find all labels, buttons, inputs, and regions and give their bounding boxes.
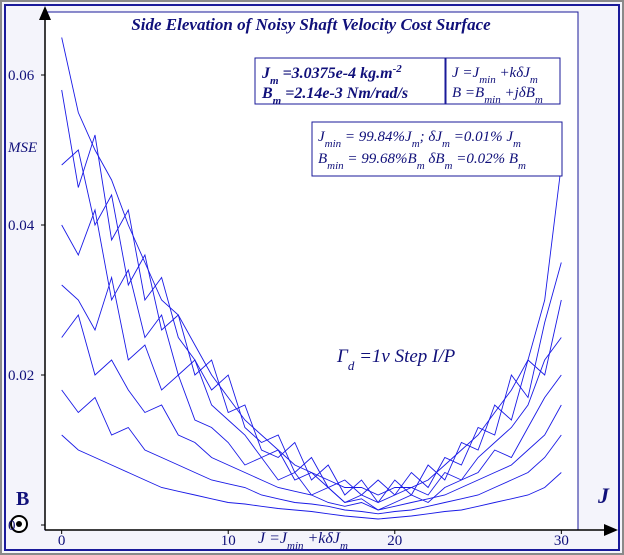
annotation-part: B (318, 151, 327, 167)
annotation-part: m (535, 94, 543, 106)
series-line (61, 313, 562, 511)
chart-title: Side Elevation of Noisy Shaft Velocity C… (131, 15, 491, 34)
annotation-part: = 99.68%B (344, 151, 417, 167)
annotation-box (254, 57, 446, 105)
annotation-part: ; δJ (420, 129, 444, 145)
annotation-text: Γd =1v Step I/P (336, 346, 456, 373)
annotation-part: +kδJ (304, 530, 341, 547)
annotation-text: J =Jmin +kδJm (258, 530, 348, 552)
annotation-text: Jm =3.0375e-4 kg.m-2 (261, 63, 402, 87)
annotation-part: =3.0375e-4 kg.m (279, 65, 393, 82)
annotation-part: m (513, 138, 521, 150)
annotation-part: +jδB (501, 85, 535, 101)
annotation-part: δB (425, 151, 445, 167)
series-line (61, 389, 562, 515)
y-tick-label: 0 (8, 518, 16, 534)
annotation-part: m (412, 138, 420, 150)
annotation-part: min (325, 138, 342, 150)
annotation-text: B =Bmin +jδBm (452, 85, 543, 106)
annotation-part: min (484, 94, 501, 106)
annotation-text: J =Jmin +kδJm (452, 65, 538, 86)
annotation-part: m (442, 138, 450, 150)
series-line (61, 208, 562, 504)
y-axis-label: MSE (7, 140, 37, 156)
annotation-part: min (479, 74, 496, 86)
annotation-text: Bmin = 99.68%Bm δBm =0.02% Bm (318, 151, 526, 172)
annotation-box (311, 121, 563, 177)
annotation-part: min (287, 540, 304, 552)
annotation-part: m (530, 74, 538, 86)
y-axis-arrow (39, 6, 51, 20)
y-tick-label: 0.06 (8, 68, 35, 84)
series-line (61, 89, 562, 496)
annotation-part: m (270, 75, 279, 87)
annotation-part: B (261, 85, 273, 102)
annotation-part: J (261, 65, 271, 82)
annotation-part: -2 (393, 63, 403, 75)
inner-frame (4, 4, 620, 551)
annotation-part: d (348, 358, 355, 373)
x-tick-label: 20 (387, 533, 402, 549)
y-tick-label: 0.02 (8, 368, 34, 384)
x-tick-label: 10 (221, 533, 236, 549)
annotation-part: m (445, 160, 453, 172)
annotation-part: m (273, 95, 282, 107)
annotation-text: Bm =2.14e-3 Nm/rad/s (261, 85, 408, 107)
annotation-part: =1v Step I/P (354, 346, 455, 367)
x-tick-label: 30 (554, 533, 569, 549)
annotation-text: Jmin = 99.84%Jm; δJm =0.01% Jm (318, 129, 521, 150)
x-axis-arrow (604, 524, 618, 536)
axis-origin-dot (16, 521, 22, 527)
x-tick-label: 0 (58, 533, 66, 549)
series-line (61, 434, 562, 520)
annotation-part: J =J (258, 530, 288, 547)
annotation-part: Γ (336, 346, 349, 367)
annotation-part: =0.02% B (453, 151, 519, 167)
x-axis-label: J (597, 483, 610, 508)
annotation-part: B =B (452, 85, 484, 101)
annotation-part: =2.14e-3 Nm/rad/s (281, 85, 408, 102)
annotation-part: min (327, 160, 344, 172)
annotation-part: +kδJ (496, 65, 532, 81)
annotation-part: J =J (452, 65, 481, 81)
corner-label: B (16, 488, 29, 510)
annotation-part: m (340, 540, 348, 552)
annotation-part: = 99.84%J (341, 129, 413, 145)
annotation-part: =0.01% J (450, 129, 514, 145)
annotation-part: m (518, 160, 526, 172)
series-line (61, 149, 562, 504)
annotation-part: m (417, 160, 425, 172)
y-tick-label: 0.04 (8, 218, 35, 234)
annotation-box (445, 57, 561, 105)
annotation-part: J (318, 129, 326, 145)
